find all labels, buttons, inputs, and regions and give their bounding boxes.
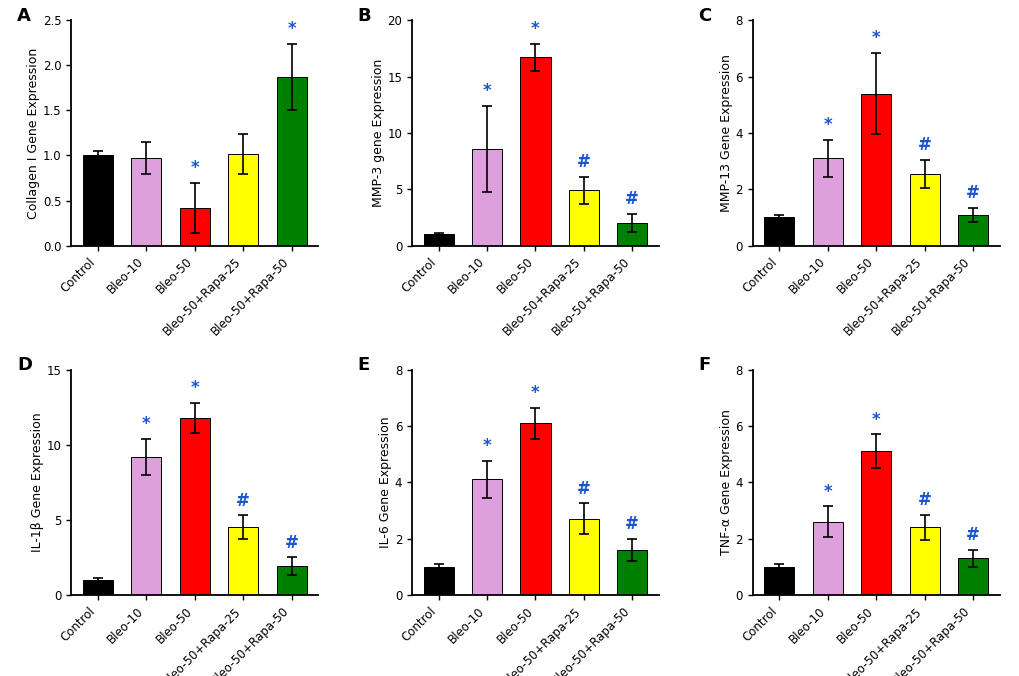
Text: #: #: [577, 153, 590, 171]
Text: F: F: [698, 356, 710, 374]
Text: #: #: [577, 480, 590, 498]
Bar: [520, 57, 550, 245]
Bar: [472, 479, 501, 595]
Text: *: *: [822, 116, 832, 135]
Text: *: *: [142, 415, 151, 433]
Text: *: *: [191, 379, 199, 397]
Text: #: #: [625, 191, 639, 208]
Text: *: *: [287, 20, 296, 38]
Y-axis label: IL-6 Gene Expression: IL-6 Gene Expression: [379, 416, 391, 548]
Text: *: *: [871, 29, 879, 47]
Bar: [957, 215, 987, 245]
Bar: [860, 93, 891, 245]
Bar: [83, 155, 113, 245]
Bar: [763, 566, 794, 595]
Bar: [179, 418, 210, 595]
Bar: [860, 452, 891, 595]
Text: #: #: [236, 491, 250, 510]
Bar: [228, 527, 258, 595]
Bar: [812, 158, 842, 245]
Bar: [276, 77, 307, 245]
Bar: [520, 423, 550, 595]
Bar: [472, 149, 501, 245]
Text: C: C: [698, 7, 711, 25]
Bar: [179, 208, 210, 245]
Y-axis label: Collagen I Gene Expression: Collagen I Gene Expression: [28, 47, 40, 218]
Text: E: E: [358, 356, 370, 374]
Text: *: *: [482, 437, 491, 456]
Bar: [812, 522, 842, 595]
Bar: [228, 153, 258, 245]
Bar: [83, 580, 113, 595]
Bar: [957, 558, 987, 595]
Bar: [616, 223, 647, 245]
Text: #: #: [917, 491, 930, 509]
Text: *: *: [871, 411, 879, 429]
Text: B: B: [358, 7, 371, 25]
Text: #: #: [625, 515, 639, 533]
Bar: [131, 158, 161, 245]
Bar: [569, 519, 598, 595]
Text: *: *: [531, 384, 539, 402]
Bar: [276, 566, 307, 595]
Text: #: #: [965, 184, 979, 202]
Bar: [909, 527, 938, 595]
Text: *: *: [822, 483, 832, 500]
Bar: [763, 218, 794, 245]
Bar: [423, 566, 453, 595]
Bar: [423, 235, 453, 245]
Y-axis label: TNF-α Gene Expression: TNF-α Gene Expression: [719, 409, 732, 555]
Bar: [569, 191, 598, 245]
Text: #: #: [284, 533, 299, 552]
Text: #: #: [965, 526, 979, 544]
Text: A: A: [17, 7, 31, 25]
Text: #: #: [917, 136, 930, 154]
Text: D: D: [17, 356, 32, 374]
Text: *: *: [482, 82, 491, 100]
Bar: [131, 457, 161, 595]
Text: *: *: [531, 20, 539, 39]
Y-axis label: MMP-3 gene Expression: MMP-3 gene Expression: [371, 59, 384, 207]
Bar: [616, 550, 647, 595]
Y-axis label: MMP-13 Gene Expression: MMP-13 Gene Expression: [719, 54, 732, 212]
Text: *: *: [191, 159, 199, 177]
Bar: [909, 174, 938, 245]
Y-axis label: IL-1β Gene Expression: IL-1β Gene Expression: [31, 412, 44, 552]
